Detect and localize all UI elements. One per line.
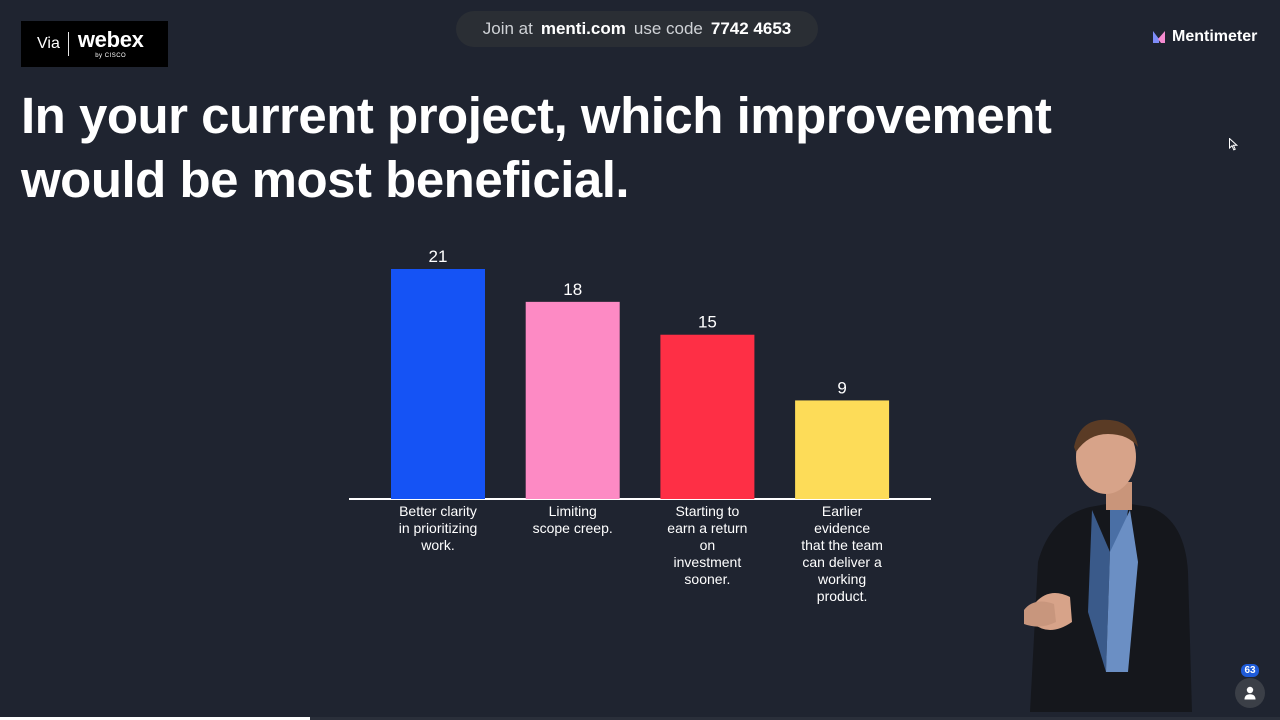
chart-bar-4 [795,400,890,499]
chart-category-label-3: Starting to earn a return on investment soon… [651,503,763,588]
chart-category-label-4: Earlier evidence that the team can deliver … [786,503,898,605]
chart-category-label-line: Earlier [821,503,863,519]
chart-category-label-line: Better clarity [399,503,477,519]
webex-badge: Via webex by CISCO [21,21,168,67]
presentation-progress-fill [0,717,310,720]
mentimeter-logo-text: Mentimeter [1172,28,1258,45]
webex-logo: webex by CISCO [77,27,144,60]
mentimeter-logo-icon [1153,31,1165,43]
chart-category-label-line: Starting to [675,503,740,519]
join-url[interactable]: menti.com [540,19,626,38]
chart-category-label-line: scope creep. [532,520,613,536]
chart-category-label-line: investment [673,554,742,570]
chart-category-label-line: on [699,537,716,553]
presenter-video [1024,419,1192,712]
participants-button[interactable]: 63 [1234,664,1268,710]
chart-category-label-line: earn a return [667,520,748,536]
chart-value-label-4: 9 [837,378,846,397]
question-title-line-2: would be most beneficial. [21,151,630,208]
chart-category-label-1: Better clarity in prioritizing work. [382,503,494,554]
join-code-label: use code [633,19,703,38]
question-title-line-1: In your current project, which improveme… [21,87,1052,144]
chart-category-label-line: sooner. [684,571,731,587]
chart-value-label-2: 18 [563,280,582,299]
webex-via-label: Via [37,35,60,52]
chart-value-label-1: 21 [429,247,448,266]
question-title: In your current project, which improveme… [21,84,1061,212]
webex-cisco-text: by CISCO [95,53,127,59]
chart-category-label-2: Limiting scope creep. [517,503,629,537]
chart-category-label-line: in prioritizing [398,520,478,536]
chart-bar-3 [660,334,755,499]
chart-category-label-line: product. [816,588,868,604]
mentimeter-logo: Mentimeter [1152,28,1257,46]
participant-icon [1235,678,1265,708]
join-code: 7742 4653 [710,19,792,38]
join-instructions: Join at menti.com use code 7742 4653 [456,11,818,47]
chart-category-label-line: Limiting [548,503,597,519]
webex-logo-text: webex [77,27,144,52]
join-prefix: Join at [482,19,533,38]
chart-category-label-line: working [817,571,867,587]
chart-bar-1 [391,269,485,499]
chart-value-label-3: 15 [698,313,717,332]
mouse-cursor-icon [1229,138,1238,151]
chart-category-label-line: evidence [814,520,871,536]
webex-divider [67,32,69,56]
chart-category-label-line: can deliver a [802,554,882,570]
participant-count-badge: 63 [1241,664,1259,677]
chart-category-label-line: work. [421,537,455,553]
chart-category-label-line: that the team [801,537,883,553]
presentation-progress-bar [0,717,1280,720]
chart-bar-2 [525,301,620,499]
